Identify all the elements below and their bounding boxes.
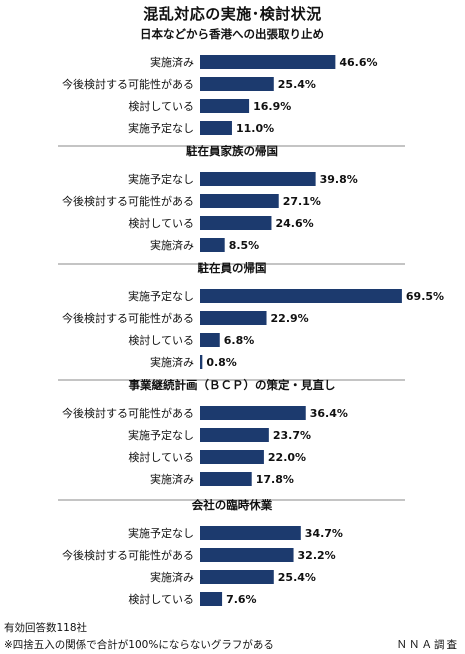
bar	[200, 311, 267, 325]
panel-title-2: 駐在員の帰国	[198, 261, 267, 275]
bar	[200, 289, 402, 303]
value-label: 11.0%	[236, 122, 274, 135]
value-label: 25.4%	[278, 78, 316, 91]
bar	[200, 472, 252, 486]
category-label: 実施予定なし	[128, 289, 194, 303]
panel-title-4: 会社の臨時休業	[191, 498, 273, 512]
bar	[200, 406, 306, 420]
bar	[200, 450, 264, 464]
responses-count: 有効回答数118社	[4, 622, 88, 634]
value-label: 25.4%	[278, 571, 316, 584]
category-label: 今後検討する可能性がある	[62, 406, 194, 420]
category-label: 実施済み	[150, 570, 194, 584]
bar	[200, 172, 316, 186]
value-label: 23.7%	[273, 429, 311, 442]
bar	[200, 194, 279, 208]
category-label: 検討している	[128, 216, 194, 230]
value-label: 22.0%	[268, 451, 306, 464]
category-label: 実施済み	[150, 472, 194, 486]
category-label: 実施予定なし	[128, 526, 194, 540]
bar	[200, 99, 250, 113]
bar	[200, 77, 274, 91]
bar	[200, 121, 232, 135]
chart-main-title: 混乱対応の実施･検討状況	[143, 5, 322, 23]
category-label: 今後検討する可能性がある	[62, 194, 194, 208]
value-label: 27.1%	[283, 195, 321, 208]
bar	[200, 355, 203, 369]
value-label: 34.7%	[305, 527, 343, 540]
panel-title-0: 日本などから香港への出張取り止め	[140, 27, 324, 41]
category-label: 実施済み	[150, 355, 194, 369]
category-label: 実施予定なし	[128, 172, 194, 186]
value-label: 17.8%	[256, 473, 294, 486]
category-label: 検討している	[128, 592, 194, 606]
value-label: 0.8%	[206, 356, 237, 369]
source-credit: ＮＮＡ調査	[396, 639, 459, 651]
category-label: 実施予定なし	[128, 428, 194, 442]
value-label: 46.6%	[339, 56, 377, 69]
value-label: 16.9%	[253, 100, 291, 113]
value-label: 69.5%	[406, 290, 444, 303]
bar	[200, 570, 274, 584]
category-label: 検討している	[128, 99, 194, 113]
bar	[200, 238, 225, 252]
value-label: 6.8%	[224, 334, 255, 347]
category-label: 今後検討する可能性がある	[62, 548, 194, 562]
bar	[200, 216, 272, 230]
value-label: 7.6%	[226, 593, 257, 606]
category-label: 実施済み	[150, 55, 194, 69]
bar	[200, 526, 301, 540]
category-label: 実施済み	[150, 238, 194, 252]
value-label: 32.2%	[298, 549, 336, 562]
category-label: 検討している	[128, 450, 194, 464]
category-label: 検討している	[128, 333, 194, 347]
value-label: 39.8%	[320, 173, 358, 186]
bar	[200, 55, 336, 69]
panel-title-1: 駐在員家族の帰国	[186, 144, 278, 158]
category-label: 今後検討する可能性がある	[62, 77, 194, 91]
value-label: 36.4%	[310, 407, 348, 420]
category-label: 今後検討する可能性がある	[62, 311, 194, 325]
bar	[200, 592, 223, 606]
value-label: 8.5%	[229, 239, 260, 252]
value-label: 24.6%	[275, 217, 313, 230]
bar	[200, 428, 269, 442]
category-label: 実施予定なし	[128, 121, 194, 135]
bar	[200, 548, 294, 562]
bar	[200, 333, 220, 347]
value-label: 22.9%	[271, 312, 309, 325]
rounding-note: ※四捨五入の関係で合計が100%にならないグラフがある	[4, 639, 274, 651]
panel-title-3: 事業継続計画（ＢＣＰ）の策定・見直し	[129, 378, 336, 392]
